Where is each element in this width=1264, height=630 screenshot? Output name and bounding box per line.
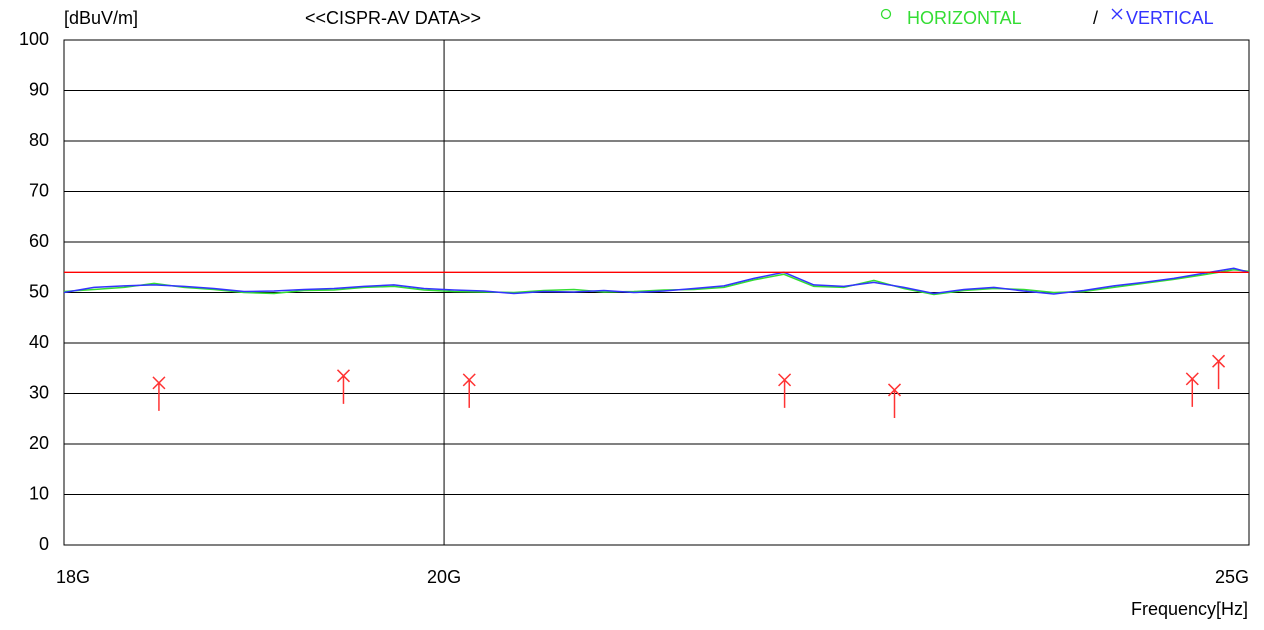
legend-separator: / — [1093, 8, 1098, 28]
y-tick-label: 90 — [29, 79, 49, 99]
y-tick-label: 100 — [19, 29, 49, 49]
legend-symbol — [1111, 8, 1123, 20]
peak-marker — [887, 383, 902, 418]
peak-marker — [1185, 372, 1199, 407]
legend-label: VERTICAL — [1126, 8, 1214, 28]
y-tick-label: 40 — [29, 332, 49, 352]
y-tick-label: 80 — [29, 130, 49, 150]
peak-marker — [462, 373, 476, 408]
series-line — [63, 267, 1250, 295]
y-tick-label: 60 — [29, 231, 49, 251]
chart-title: <<CISPR-AV DATA>> — [305, 8, 481, 28]
peak-marker — [336, 369, 351, 404]
x-tick-label: 18G — [56, 567, 90, 587]
x-axis-label: Frequency[Hz] — [1131, 599, 1248, 619]
legend-symbol — [880, 8, 892, 20]
y-tick-label: 10 — [29, 483, 49, 503]
x-tick-label: 25G — [1215, 567, 1249, 587]
y-tick-label: 70 — [29, 180, 49, 200]
peak-marker — [778, 373, 792, 408]
peak-marker — [152, 376, 166, 411]
legend-label: HORIZONTAL — [907, 8, 1022, 28]
y-tick-label: 20 — [29, 433, 49, 453]
peak-marker — [1212, 354, 1226, 390]
y-tick-label: 50 — [29, 281, 49, 301]
legend: HORIZONTAL / VERTICAL — [880, 8, 1214, 28]
y-tick-label: 30 — [29, 382, 49, 402]
y-axis-label: [dBuV/m] — [64, 8, 138, 28]
y-tick-label: 0 — [39, 534, 49, 554]
x-tick-label: 20G — [427, 567, 461, 587]
